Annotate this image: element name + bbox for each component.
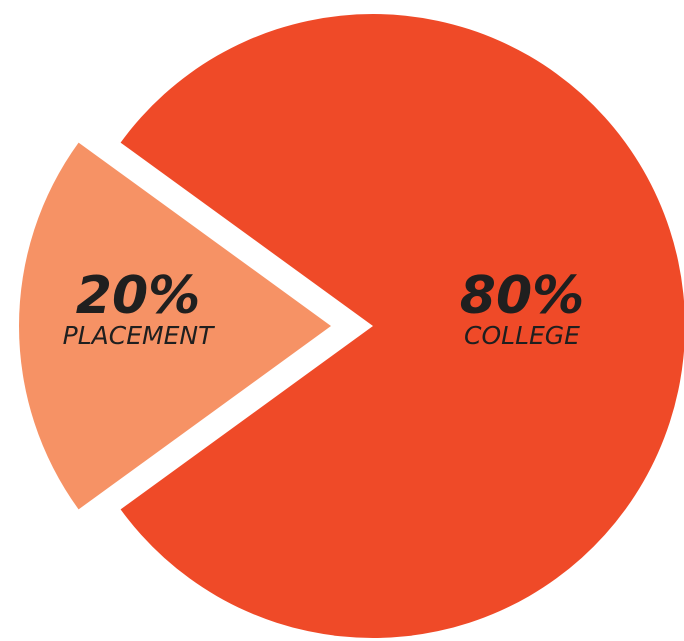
college-category-label: COLLEGE — [464, 321, 580, 350]
college-percent-label: 80% — [460, 266, 584, 326]
placement-percent-label: 20% — [76, 266, 200, 326]
placement-category-label: PLACEMENT — [63, 321, 215, 350]
